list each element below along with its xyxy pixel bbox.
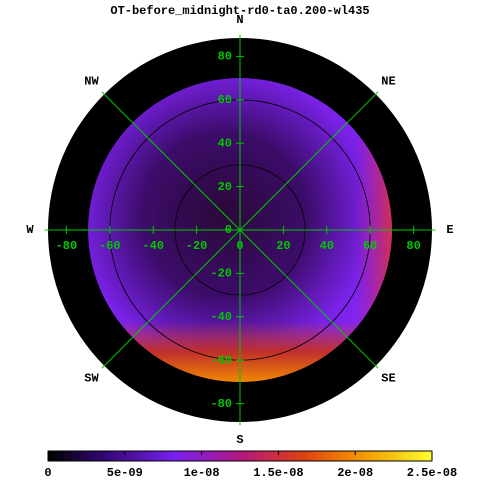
y-tick-label: 80 [218, 50, 232, 64]
compass-label: N [236, 13, 243, 27]
y-tick-label: 0 [225, 223, 232, 237]
y-tick-label: 40 [218, 136, 232, 150]
y-tick-label: -40 [210, 310, 232, 324]
y-tick-label: 60 [218, 93, 232, 107]
colorbar-tick-label: 1e-08 [184, 466, 220, 480]
compass-label: S [236, 433, 243, 447]
y-tick-label: -20 [210, 267, 232, 281]
y-tick-label: 20 [218, 180, 232, 194]
x-tick-label: 20 [276, 239, 290, 253]
x-tick-label: 80 [406, 239, 420, 253]
x-tick-label: 0 [236, 239, 243, 253]
compass-label: NW [84, 75, 99, 89]
x-tick-label: 40 [320, 239, 334, 253]
colorbar-tick-label: 2e-08 [337, 466, 373, 480]
x-tick-label: -60 [99, 239, 121, 253]
compass-label: E [446, 223, 453, 237]
chart-title: OT-before_midnight-rd0-ta0.200-wl435 [110, 4, 369, 18]
compass-label: SW [84, 372, 99, 386]
x-tick-label: -40 [142, 239, 164, 253]
colorbar-tick-label: 0 [44, 466, 51, 480]
colorbar [47, 450, 433, 462]
x-tick-label: 60 [363, 239, 377, 253]
y-tick-label: -60 [210, 353, 232, 367]
colorbar-tick-label: 2.5e-08 [407, 466, 457, 480]
colorbar-tick-label: 1.5e-08 [253, 466, 303, 480]
compass-label: SE [381, 372, 395, 386]
compass-label: NE [381, 75, 395, 89]
y-tick-label: -80 [210, 397, 232, 411]
x-tick-label: -20 [186, 239, 208, 253]
x-tick-label: -80 [56, 239, 78, 253]
colorbar-tick-label: 5e-09 [107, 466, 143, 480]
compass-label: W [26, 223, 34, 237]
